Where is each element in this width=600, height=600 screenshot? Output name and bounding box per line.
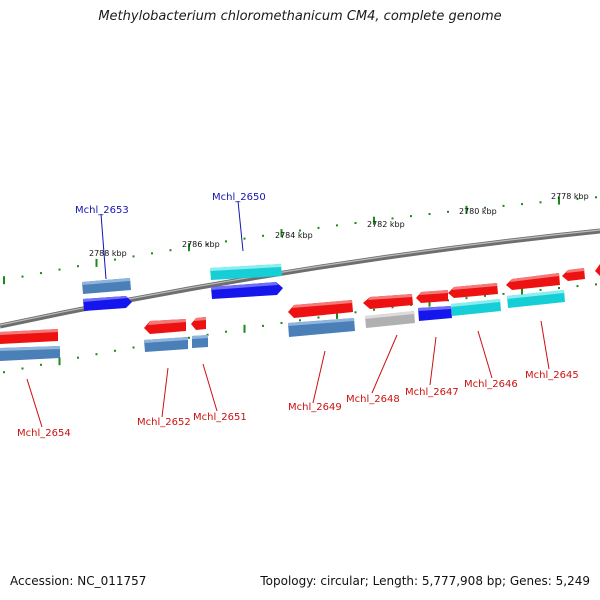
scale-ticks-upper: [3, 196, 597, 285]
gene-Mchl_2652-red[interactable]: [144, 319, 186, 334]
scale-label: 2788 kbp: [89, 249, 127, 258]
gene-Mchl_2645-red[interactable]: [506, 273, 560, 290]
gene-Mchl_2654-steel[interactable]: [0, 346, 60, 361]
gene-Mchl_2653[interactable]: [83, 296, 132, 311]
gene-Mchl_2647-blue[interactable]: [418, 306, 452, 321]
forward-label-leaders: [100, 200, 244, 280]
gene-Mchl_2654-red[interactable]: [0, 329, 58, 344]
gene-label[interactable]: Mchl_2653: [75, 205, 129, 216]
scale-labels: 2788 kbp 2786 kbp 2784 kbp 2782 kbp 2780…: [89, 192, 589, 258]
gene-Mchl_2649-steel[interactable]: [288, 318, 355, 337]
gene-label[interactable]: Mchl_2647: [405, 387, 459, 398]
genome-summary-text: Topology: circular; Length: 5,777,908 bp…: [260, 574, 590, 588]
gene-label[interactable]: Mchl_2649: [288, 402, 342, 413]
gene-right-red-1[interactable]: [562, 268, 585, 281]
gene-Mchl_2645-cyan[interactable]: [507, 290, 565, 308]
scale-label: 2782 kbp: [367, 220, 405, 229]
scale-label: 2778 kbp: [551, 192, 589, 201]
gene-label[interactable]: Mchl_2652: [137, 417, 191, 428]
gene-Mchl_2646-red[interactable]: [448, 283, 498, 298]
gene-Mchl_2648-grey[interactable]: [365, 311, 415, 328]
gene-Mchl_2653-top[interactable]: [82, 278, 131, 294]
gene-Mchl_2651-steel[interactable]: [192, 335, 208, 348]
gene-label[interactable]: Mchl_2646: [464, 379, 518, 390]
gene-label[interactable]: Mchl_2651: [193, 412, 247, 423]
scale-label: 2784 kbp: [275, 231, 313, 240]
gene-Mchl_2650[interactable]: [211, 282, 283, 299]
map-title: Methylobacterium chloromethanicum CM4, c…: [98, 9, 502, 24]
gene-label[interactable]: Mchl_2650: [212, 192, 266, 203]
reverse-gene-labels: Mchl_2654 Mchl_2652 Mchl_2651 Mchl_2649 …: [17, 370, 579, 439]
gene-label[interactable]: Mchl_2654: [17, 428, 71, 439]
scale-label: 2786 kbp: [182, 240, 220, 249]
accession-text: Accession: NC_011757: [10, 574, 147, 588]
gene-Mchl_2648-red[interactable]: [363, 294, 413, 309]
gene-Mchl_2650-top[interactable]: [210, 264, 282, 280]
gene-Mchl_2649-red[interactable]: [288, 300, 353, 318]
gene-right-red-2[interactable]: [595, 264, 600, 276]
reverse-label-leaders: [26, 320, 550, 428]
gene-Mchl_2652-steel[interactable]: [144, 337, 188, 352]
forward-gene-labels: Mchl_2653 Mchl_2650: [75, 192, 266, 216]
gene-label[interactable]: Mchl_2648: [346, 394, 400, 405]
gene-Mchl_2651-red[interactable]: [191, 317, 206, 330]
gene-Mchl_2647-red[interactable]: [416, 290, 448, 303]
gene-label[interactable]: Mchl_2645: [525, 370, 579, 381]
gene-Mchl_2646-cyan[interactable]: [451, 299, 501, 316]
scale-label: 2780 kbp: [459, 207, 497, 216]
